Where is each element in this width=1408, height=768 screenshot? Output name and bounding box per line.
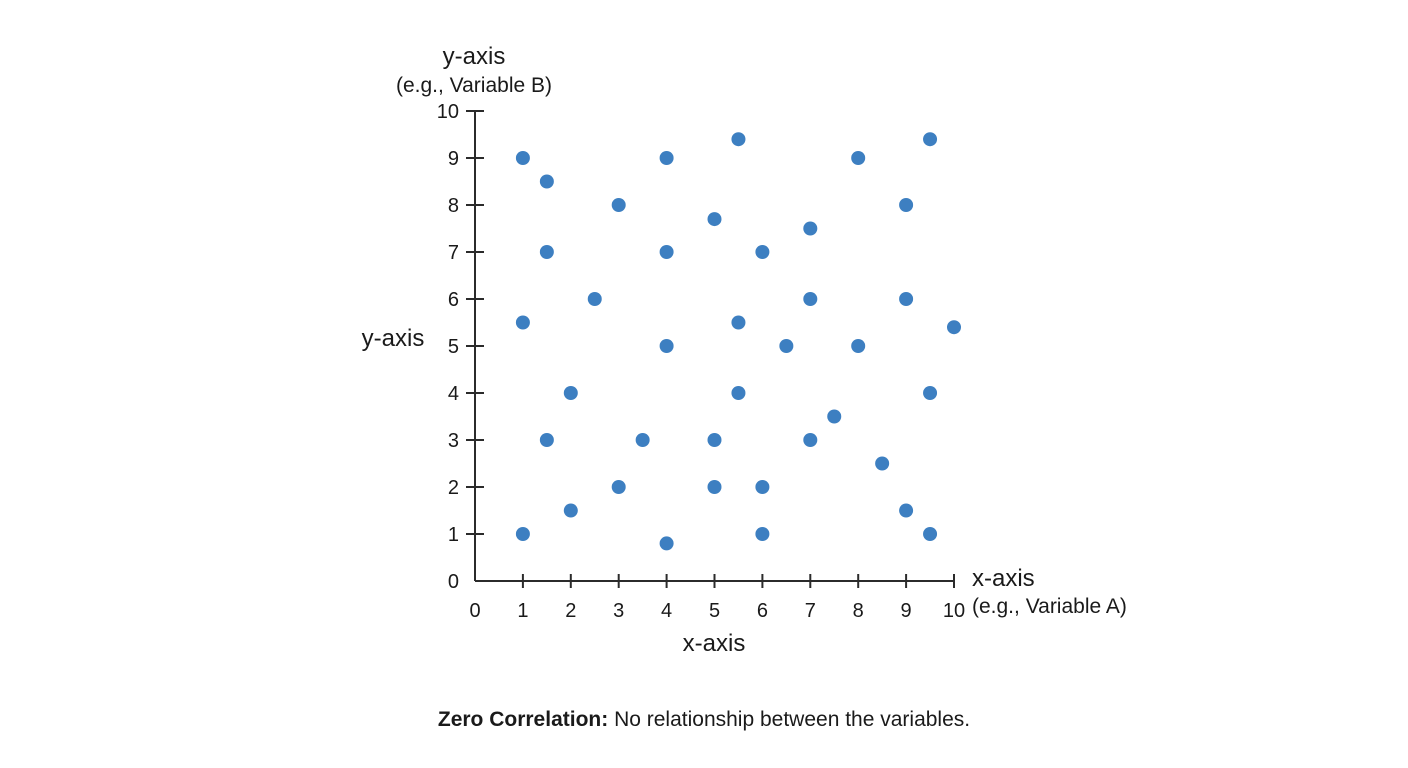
x-tick-label: 10: [943, 600, 965, 622]
x-tick-label: 3: [613, 600, 624, 622]
data-point: [923, 386, 938, 400]
data-point: [539, 245, 554, 259]
data-point: [563, 503, 578, 518]
data-point: [899, 503, 914, 518]
y-tick-label: 8: [448, 195, 459, 217]
y-tick-label: 2: [448, 477, 459, 499]
data-point: [515, 527, 530, 541]
data-point: [731, 132, 746, 147]
data-point: [827, 409, 842, 424]
y-ticks: 0 1 2 3 4 5 6 7 8 9 10: [437, 101, 484, 593]
data-point: [851, 151, 866, 165]
data-point: [731, 315, 746, 330]
data-point: [611, 480, 626, 494]
data-point: [803, 433, 818, 447]
y-tick-label: 7: [448, 242, 459, 264]
y-tick-label: 5: [448, 336, 459, 358]
data-point: [803, 292, 818, 306]
data-point: [707, 212, 722, 227]
data-point: [587, 292, 602, 306]
data-point: [659, 245, 674, 259]
data-point: [659, 536, 674, 551]
x-tick-label: 5: [709, 600, 720, 622]
caption-text: No relationship between the variables.: [608, 708, 970, 731]
data-point: [659, 339, 674, 353]
caption-bold: Zero Correlation:: [438, 708, 608, 731]
data-point: [899, 198, 914, 212]
data-point: [659, 151, 674, 165]
x-tick-label: 1: [517, 600, 528, 622]
x-tick-label: 4: [661, 600, 672, 622]
x-tick-label: 2: [565, 600, 576, 622]
y-tick-label: 3: [448, 430, 459, 452]
x-tick-label: 8: [853, 600, 864, 622]
data-point: [707, 480, 722, 494]
y-axis-top-sublabel: (e.g., Variable B): [396, 74, 552, 97]
x-tick-label: 0: [469, 600, 480, 622]
y-axis-top-label: y-axis: [443, 43, 506, 70]
data-point: [755, 527, 770, 541]
data-point: [923, 132, 938, 147]
data-point: [611, 198, 626, 212]
y-tick-label: 1: [448, 524, 459, 546]
data-points: [515, 132, 961, 551]
x-axis-end-sublabel: (e.g., Variable A): [972, 595, 1127, 618]
x-axis-label: x-axis: [683, 630, 746, 657]
y-tick-label: 10: [437, 101, 459, 123]
x-tick-label: 9: [901, 600, 912, 622]
data-point: [755, 480, 770, 494]
data-point: [899, 292, 914, 306]
data-point: [803, 221, 818, 236]
data-point: [875, 456, 890, 471]
data-point: [635, 433, 650, 447]
data-point: [779, 339, 794, 353]
x-axis-end-label: x-axis: [972, 565, 1035, 592]
data-point: [539, 433, 554, 447]
y-tick-label: 0: [448, 571, 459, 593]
data-point: [731, 386, 746, 400]
y-tick-label: 6: [448, 289, 459, 311]
x-tick-label: 7: [805, 600, 816, 622]
data-point: [947, 320, 961, 335]
data-point: [707, 433, 722, 447]
x-tick-label: 6: [757, 600, 768, 622]
data-point: [923, 527, 938, 541]
data-point: [515, 151, 530, 165]
data-point: [563, 386, 578, 400]
data-point: [755, 245, 770, 259]
caption: Zero Correlation: No relationship betwee…: [438, 708, 970, 731]
y-tick-label: 9: [448, 148, 459, 170]
x-ticks: 0 1 2 3 4 5 6 7 8 9 10: [469, 574, 965, 622]
data-point: [851, 339, 866, 353]
y-axis-label: y-axis: [362, 325, 425, 352]
y-tick-label: 4: [448, 383, 459, 405]
data-point: [515, 315, 530, 330]
data-point: [539, 174, 554, 189]
